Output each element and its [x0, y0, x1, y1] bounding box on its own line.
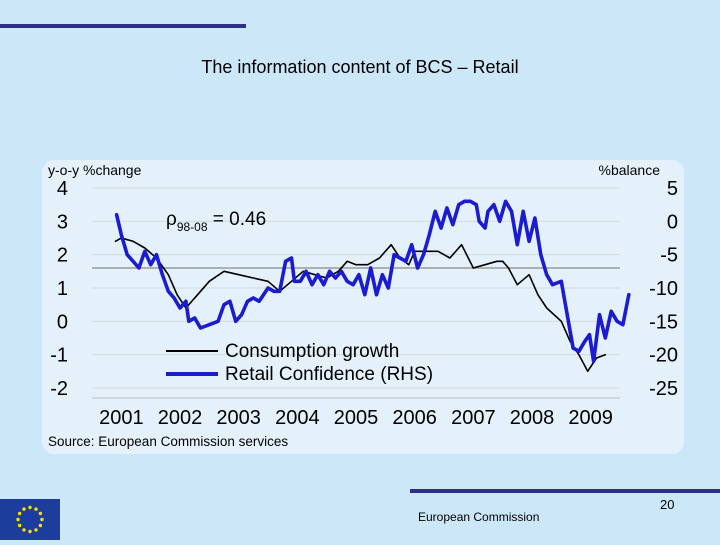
- eu-star: [38, 511, 43, 516]
- retail-confidence-line: [114, 199, 631, 364]
- rho-value: = 0.46: [208, 209, 267, 230]
- x-tick-label: 2003: [216, 407, 261, 429]
- right-tick-label: 0: [667, 211, 678, 233]
- rho-symbol: ρ: [166, 209, 177, 230]
- series-lines: [114, 199, 631, 373]
- eu-star: [28, 529, 32, 534]
- chart-grid: [92, 187, 620, 389]
- bottom-rule: [410, 489, 720, 493]
- eu-star: [34, 528, 38, 532]
- eu-star: [17, 511, 22, 516]
- right-tick-label: 5: [667, 178, 678, 200]
- legend-label-consumption: Consumption growth: [225, 341, 399, 362]
- eu-star: [17, 523, 22, 528]
- right-axis-ticks: 5 0 -5 -10 -15 -20 -25: [649, 178, 678, 400]
- correlation-annotation: ρ98-08 = 0.46: [166, 209, 266, 234]
- rho-subscript: 98-08: [177, 220, 208, 234]
- left-axis-title: y-o-y %change: [48, 162, 142, 178]
- left-tick-label: 4: [57, 178, 68, 200]
- left-tick-label: 0: [57, 311, 68, 333]
- right-tick-label: -25: [649, 378, 678, 400]
- chart-panel: [42, 160, 684, 454]
- left-tick-label: 3: [57, 211, 68, 233]
- right-tick-label: -20: [649, 345, 678, 367]
- left-axis-ticks: 4 3 2 1 0 -1 -2: [50, 178, 68, 400]
- left-tick-label: 1: [57, 278, 68, 300]
- x-tick-label: 2009: [568, 407, 613, 429]
- x-tick-label: 2002: [158, 407, 203, 429]
- x-tick-label: 2004: [275, 407, 320, 429]
- x-tick-label: 2001: [99, 407, 144, 429]
- legend-label-retail: Retail Confidence (RHS): [225, 364, 433, 385]
- eu-star: [38, 523, 43, 528]
- footer-organization: European Commission: [418, 510, 540, 524]
- right-axis-title: %balance: [599, 162, 661, 178]
- left-tick-label: -1: [50, 345, 68, 367]
- eu-star: [28, 505, 32, 510]
- eu-flag-icon: [0, 499, 60, 540]
- x-tick-label: 2006: [392, 407, 437, 429]
- x-tick-label: 2007: [451, 407, 496, 429]
- chart-source: Source: European Commission services: [48, 434, 288, 449]
- top-rule: [0, 24, 246, 28]
- x-tick-label: 2008: [510, 407, 555, 429]
- left-tick-label: -2: [50, 378, 68, 400]
- eu-star: [22, 528, 26, 532]
- right-tick-label: -15: [649, 311, 678, 333]
- x-axis-ticks: 2001 2002 2003 2004 2005 2006 2007 2008 2009: [92, 397, 620, 429]
- x-tick-label: 2005: [334, 407, 379, 429]
- page-number: 20: [660, 497, 675, 512]
- eu-star: [34, 507, 38, 511]
- eu-star: [40, 517, 44, 522]
- left-tick-label: 2: [57, 245, 68, 267]
- eu-star: [22, 507, 26, 511]
- slide-title: The information content of BCS – Retail: [201, 57, 519, 77]
- eu-star: [16, 517, 20, 522]
- consumption-growth-line: [114, 237, 607, 373]
- right-tick-label: -10: [649, 278, 678, 300]
- right-tick-label: -5: [660, 245, 678, 267]
- eu-stars: [16, 505, 44, 534]
